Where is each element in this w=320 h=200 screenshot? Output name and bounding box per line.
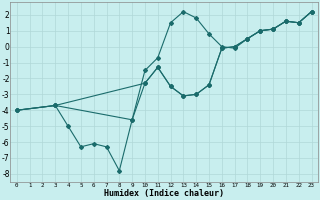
X-axis label: Humidex (Indice chaleur): Humidex (Indice chaleur) bbox=[104, 189, 224, 198]
